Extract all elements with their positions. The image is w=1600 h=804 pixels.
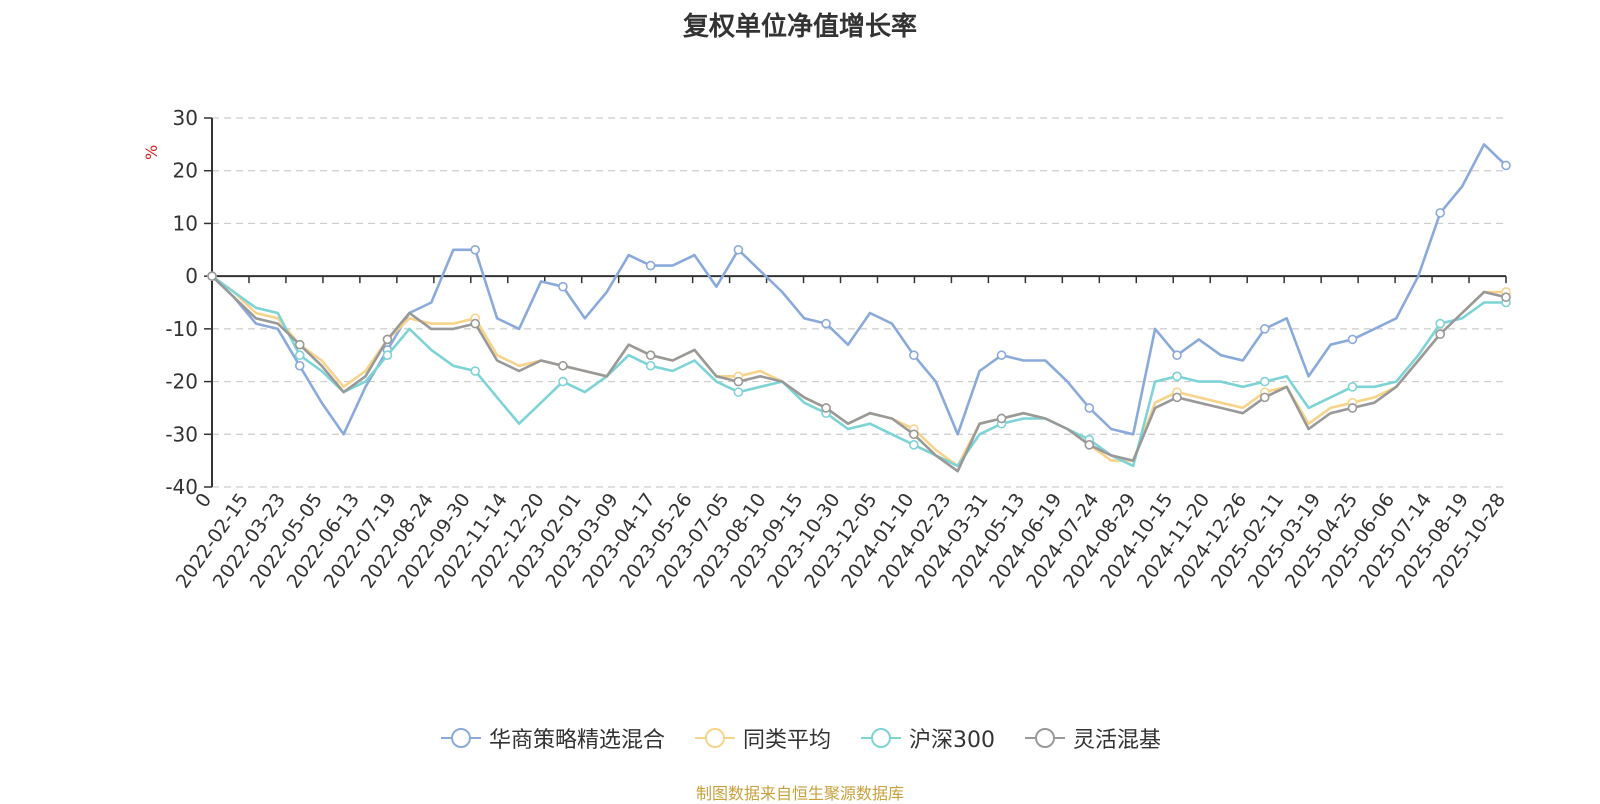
legend-marker-icon <box>861 728 901 748</box>
data-point <box>821 403 831 413</box>
grid-lines <box>212 117 1506 488</box>
data-point <box>1259 392 1270 403</box>
data-point <box>558 376 568 387</box>
data-point <box>1172 392 1182 403</box>
series-lines <box>207 143 1511 473</box>
data-point <box>1084 440 1095 450</box>
legend: 华商策略精选混合 同类平均 沪深300 灵活混基 <box>0 722 1600 754</box>
data-point <box>1435 329 1446 339</box>
data-point <box>470 366 480 376</box>
data-point <box>207 271 217 281</box>
data-point <box>645 350 656 361</box>
legend-label: 同类平均 <box>742 728 831 753</box>
data-point <box>1172 350 1182 361</box>
legend-label: 灵活混基 <box>1073 728 1162 753</box>
data-point <box>909 440 919 450</box>
data-point <box>1259 376 1270 387</box>
data-point <box>1259 324 1270 334</box>
y-tick-label: -10 <box>165 317 198 341</box>
data-point <box>470 318 480 329</box>
data-point <box>909 429 919 440</box>
legend-item-huashang[interactable]: 华商策略精选混合 <box>439 722 665 754</box>
data-point <box>1172 371 1182 382</box>
series-line <box>211 275 1507 473</box>
data-point <box>1435 318 1446 329</box>
data-point <box>294 360 305 371</box>
data-point <box>558 360 568 371</box>
series-line <box>211 143 1507 436</box>
y-tick-label: -40 <box>165 475 198 499</box>
data-point <box>733 376 744 387</box>
y-tick-label: 20 <box>173 159 198 183</box>
legend-label: 华商策略精选混合 <box>488 728 665 753</box>
legend-marker-icon <box>694 728 735 748</box>
y-tick-label: 10 <box>173 211 198 235</box>
data-point <box>1347 403 1358 413</box>
data-point <box>1501 160 1511 171</box>
source-note: 制图数据来自恒生聚源数据库 <box>695 784 904 803</box>
data-point <box>821 318 831 329</box>
data-point <box>996 413 1007 424</box>
data-point <box>558 281 568 292</box>
data-point <box>1084 403 1095 413</box>
y-tick-label: 0 <box>185 264 198 288</box>
data-point <box>1347 334 1358 345</box>
data-point <box>1435 208 1446 218</box>
y-tick-label: 30 <box>173 106 198 130</box>
data-point <box>1501 292 1511 303</box>
y-axis-label: % <box>142 145 161 160</box>
data-point <box>382 350 393 361</box>
data-point <box>996 350 1007 361</box>
series-line <box>211 275 1506 468</box>
data-point <box>645 260 656 271</box>
y-tick-label: -30 <box>165 422 198 446</box>
y-tick-label: -20 <box>165 370 198 394</box>
data-point <box>294 350 305 361</box>
data-point <box>1347 382 1358 392</box>
legend-label: 沪深300 <box>909 728 995 753</box>
legend-marker-icon <box>1025 728 1065 748</box>
data-point <box>382 334 393 345</box>
data-point <box>645 360 656 371</box>
data-point <box>733 244 744 255</box>
chart-title: 复权单位净值增长率 <box>682 12 917 42</box>
x-tick-label: 0 <box>191 489 216 512</box>
legend-item-csi300[interactable]: 沪深300 <box>859 722 995 754</box>
legend-item-flexible-mixed[interactable]: 灵活混基 <box>1023 722 1161 754</box>
data-point <box>733 387 744 397</box>
legend-item-peer-average[interactable]: 同类平均 <box>693 722 831 754</box>
legend-marker-icon <box>440 728 481 748</box>
data-point <box>294 339 305 350</box>
data-point <box>470 244 480 255</box>
data-point <box>909 350 919 361</box>
y-axis: 30 20 10 0 -10 -20 -30 -40 <box>165 106 213 499</box>
